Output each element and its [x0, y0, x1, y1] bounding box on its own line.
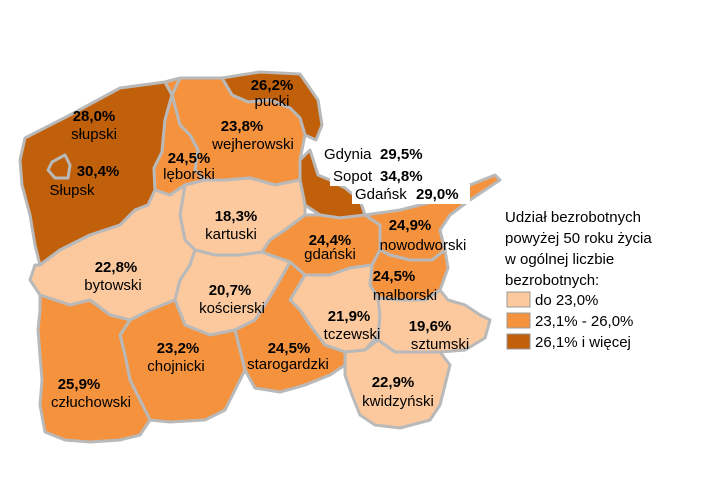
sztumski-name: sztumski [411, 336, 469, 353]
sopot-name: Sopot [333, 168, 373, 185]
legend-title-line-3: w ogólnej liczbie [504, 251, 614, 268]
wejherowski-value: 23,8% [221, 118, 264, 135]
koscierski-name: kościerski [199, 300, 265, 317]
tczewski-value: 21,9% [328, 308, 371, 325]
kwidzynski-value: 22,9% [372, 374, 415, 391]
gdynia-name: Gdynia [324, 146, 372, 163]
pucki-name: pucki [254, 93, 289, 110]
slupsk-value: 30,4% [77, 163, 120, 180]
legend-swatch-high [506, 333, 531, 350]
nowodworski-value: 24,9% [389, 217, 432, 234]
gdynia-label-bg [320, 144, 435, 164]
gdansk-label-bg [352, 184, 470, 204]
region-kwidzynski [343, 338, 452, 430]
kwidzynski-name: kwidzyński [362, 393, 434, 410]
region-starogardzki [233, 260, 347, 394]
region-slupsk [46, 153, 72, 180]
tczewski-name: tczewski [324, 326, 381, 343]
leborski-name: lęborski [163, 166, 215, 183]
chojnicki-name: chojnicki [147, 358, 205, 375]
chojnicki-value: 23,2% [157, 340, 200, 357]
sopot-label-bg [330, 166, 435, 186]
region-czluchowski [36, 293, 152, 444]
legend-title-line-2: powyżej 50 roku życia [505, 230, 652, 247]
leborski-value: 24,5% [168, 150, 211, 167]
legend-label-high: 26,1% i więcej [535, 334, 631, 351]
legend-swatch-mid [506, 312, 531, 329]
kartuski-name: kartuski [205, 226, 257, 243]
gdanski-value: 24,4% [309, 232, 352, 249]
legend-title-line-4: bezrobotnych: [505, 272, 599, 289]
malborski-value: 24,5% [373, 268, 416, 285]
legend-title-line-1: Udział bezrobotnych [505, 209, 641, 226]
nowodworski-name: nowodworski [380, 237, 467, 254]
legend-label-low: do 23,0% [535, 292, 598, 309]
starogardzki-value: 24,5% [268, 340, 311, 357]
legend: Udział bezrobotnych powyżej 50 roku życi… [504, 209, 652, 351]
wejherowski-name: wejherowski [211, 136, 294, 153]
gdynia-value: 29,5% [380, 146, 423, 163]
bytowski-value: 22,8% [95, 259, 138, 276]
gdansk-name: Gdańsk [355, 186, 407, 203]
malborski-name: malborski [373, 287, 437, 304]
slupsk-name: Słupsk [49, 182, 95, 199]
slupski-name: słupski [71, 126, 117, 143]
gdanski-name: gdański [304, 246, 356, 263]
gdansk-value: 29,0% [416, 186, 459, 203]
koscierski-value: 20,7% [209, 282, 252, 299]
czluchowski-value: 25,9% [58, 376, 101, 393]
legend-swatch-low [506, 291, 531, 308]
slupski-value: 28,0% [73, 108, 116, 125]
czluchowski-name: człuchowski [51, 394, 131, 411]
kartuski-value: 18,3% [215, 208, 258, 225]
pucki-value: 26,2% [251, 77, 294, 94]
legend-label-mid: 23,1% - 26,0% [535, 313, 633, 330]
sztumski-value: 19,6% [409, 318, 452, 335]
bytowski-name: bytowski [84, 277, 142, 294]
sopot-value: 34,8% [380, 168, 423, 185]
starogardzki-name: starogardzki [247, 356, 329, 373]
